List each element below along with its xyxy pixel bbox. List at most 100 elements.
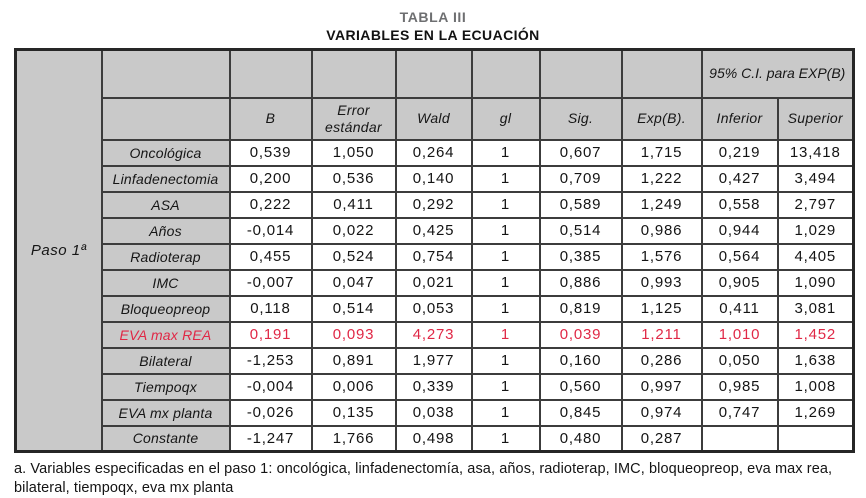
value-cell: 1,125	[620, 294, 703, 323]
value-cell: 0,022	[310, 216, 397, 245]
value-cell: 1,090	[776, 268, 855, 297]
table-title-block: TABLA III VARIABLES EN LA ECUACIÓN	[0, 0, 866, 44]
value-cell: 0,986	[620, 216, 703, 245]
value-cell: 0,135	[310, 398, 397, 427]
table-row: EVA mx planta -0,026 0,135 0,038 1 0,845 0,974…	[16, 398, 855, 427]
value-cell: 1	[470, 190, 541, 219]
value-cell: -1,253	[228, 346, 313, 375]
header-row-columns: B Error estándar Wald gl Sig. Exp(B). In…	[16, 96, 855, 141]
value-cell: 0,118	[228, 294, 313, 323]
value-cell: 0,709	[538, 164, 623, 193]
value-cell: 4,405	[776, 242, 855, 271]
value-cell: -1,247	[228, 424, 313, 453]
value-cell: 0,287	[620, 424, 703, 453]
value-cell: 1	[470, 294, 541, 323]
column-header-superior: Superior	[776, 96, 855, 141]
value-cell: 0,560	[538, 372, 623, 401]
value-cell: 0,219	[700, 138, 779, 167]
value-cell: 0,819	[538, 294, 623, 323]
value-cell: 0,564	[700, 242, 779, 271]
value-cell: 0,264	[394, 138, 473, 167]
empty-header-cell	[100, 48, 231, 99]
value-cell: 0,891	[310, 346, 397, 375]
value-cell: 1	[470, 164, 541, 193]
value-cell: -0,007	[228, 268, 313, 297]
column-header-expb: Exp(B).	[620, 96, 703, 141]
column-header-gl: gl	[470, 96, 541, 141]
value-cell: 0,038	[394, 398, 473, 427]
value-cell: 2,797	[776, 190, 855, 219]
value-cell: 0,558	[700, 190, 779, 219]
table-row: Constante -1,247 1,766 0,498 1 0,480 0,287	[16, 424, 855, 453]
value-cell: 1,715	[620, 138, 703, 167]
table-row: Bilateral -1,253 0,891 1,977 1 0,160 0,286 0,05…	[16, 346, 855, 375]
row-label: Linfadenectomia	[100, 164, 231, 193]
value-cell: 0,480	[538, 424, 623, 453]
value-cell: 1,576	[620, 242, 703, 271]
value-cell: 0,997	[620, 372, 703, 401]
value-cell: 1	[470, 398, 541, 427]
value-cell: 0,411	[700, 294, 779, 323]
value-cell	[700, 424, 779, 453]
value-cell: 13,418	[776, 138, 855, 167]
empty-header-cell	[310, 48, 397, 99]
column-header-std-error: Error estándar	[310, 96, 397, 141]
confidence-interval-group-header: 95% C.I. para EXP(B)	[700, 48, 855, 99]
table-row: Tiempoqx -0,004 0,006 0,339 1 0,560 0,997 0,985…	[16, 372, 855, 401]
value-cell: -0,014	[228, 216, 313, 245]
table-footnote: a. Variables especificadas en el paso 1:…	[14, 461, 833, 497]
value-cell: 1	[470, 320, 541, 349]
table-number-title: TABLA III	[399, 9, 467, 25]
column-header-b: B	[228, 96, 313, 141]
value-cell: 0,222	[228, 190, 313, 219]
empty-header-cell	[538, 48, 623, 99]
value-cell: 0,514	[538, 216, 623, 245]
value-cell: 0,455	[228, 242, 313, 271]
row-label: EVA mx planta	[100, 398, 231, 427]
value-cell: 0,140	[394, 164, 473, 193]
row-label: IMC	[100, 268, 231, 297]
value-cell: 0,160	[538, 346, 623, 375]
value-cell: 3,081	[776, 294, 855, 323]
table-row: IMC -0,007 0,047 0,021 1 0,886 0,993 0,905 1,090	[16, 268, 855, 297]
value-cell: 0,845	[538, 398, 623, 427]
row-label: Bilateral	[100, 346, 231, 375]
value-cell: 1,766	[310, 424, 397, 453]
empty-header-cell	[394, 48, 473, 99]
regression-table: Paso 1ª 95% C.I. para EXP(B) B Error est…	[14, 48, 856, 453]
value-cell: 0,754	[394, 242, 473, 271]
table-row: EVA max REA 0,191 0,093 4,273 1 0,039 1,211 1,0…	[16, 320, 855, 349]
column-header-wald: Wald	[394, 96, 473, 141]
value-cell: 0,191	[228, 320, 313, 349]
value-cell: 0,006	[310, 372, 397, 401]
value-cell: 0,993	[620, 268, 703, 297]
value-cell: 1,211	[620, 320, 703, 349]
row-label: Oncológica	[100, 138, 231, 167]
value-cell: 1	[470, 216, 541, 245]
value-cell: 0,539	[228, 138, 313, 167]
value-cell: 0,047	[310, 268, 397, 297]
value-cell: 0,536	[310, 164, 397, 193]
value-cell: 0,292	[394, 190, 473, 219]
row-label: Radioterap	[100, 242, 231, 271]
value-cell: 0,021	[394, 268, 473, 297]
value-cell: 3,494	[776, 164, 855, 193]
column-header-sig: Sig.	[538, 96, 623, 141]
value-cell: 1	[470, 138, 541, 167]
value-cell: 0,050	[700, 346, 779, 375]
value-cell: 1,050	[310, 138, 397, 167]
value-cell: 0,944	[700, 216, 779, 245]
value-cell: 1,452	[776, 320, 855, 349]
value-cell: 0,524	[310, 242, 397, 271]
value-cell: 0,053	[394, 294, 473, 323]
row-label: Bloqueopreop	[100, 294, 231, 323]
value-cell: 0,339	[394, 372, 473, 401]
table-row: Radioterap 0,455 0,524 0,754 1 0,385 1,576 0,56…	[16, 242, 855, 271]
value-cell: 0,425	[394, 216, 473, 245]
value-cell: 0,039	[538, 320, 623, 349]
value-cell: 0,985	[700, 372, 779, 401]
table-row: Linfadenectomia 0,200 0,536 0,140 1 0,709 1,22…	[16, 164, 855, 193]
row-label: Constante	[100, 424, 231, 453]
value-cell	[776, 424, 855, 453]
